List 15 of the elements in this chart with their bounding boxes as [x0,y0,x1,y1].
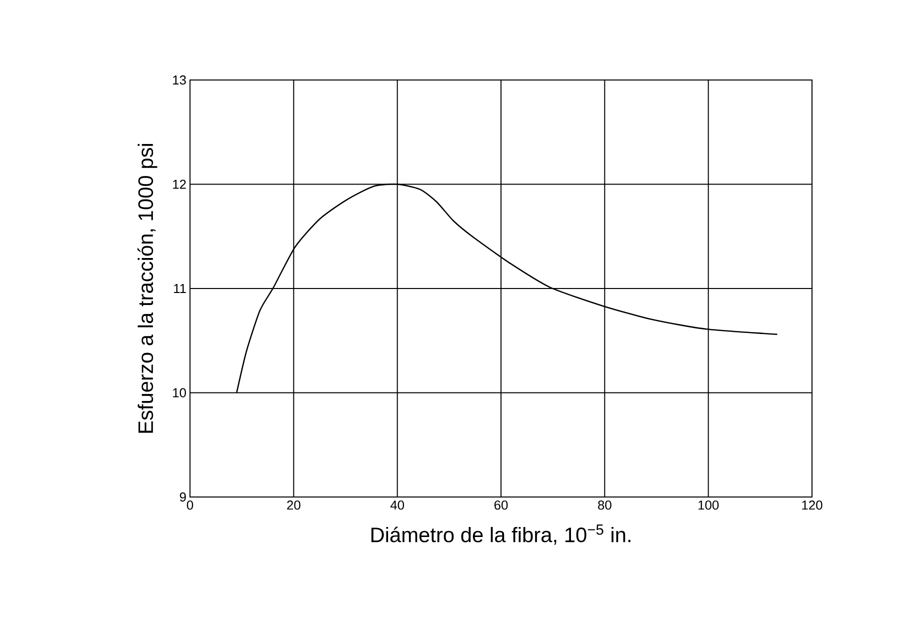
y-tick-label: 9 [180,492,186,502]
x-tick-label: 20 [287,500,300,510]
line-series [236,184,778,394]
x-tick-label: 120 [802,500,822,510]
y-tick-label: 13 [173,75,186,85]
x-tick-label: 80 [598,500,612,510]
y-axis-title: Esfuerzo a la tracción, 1000 psi [137,144,158,433]
x-tick-label: 60 [494,500,508,510]
x-tick-label: 100 [698,500,719,510]
x-tick-label: 40 [390,500,404,510]
y-tick-label: 12 [173,180,186,189]
y-tick-label: 10 [173,388,186,398]
x-tick-label: 0 [186,500,194,510]
y-tick-label: 11 [174,284,186,293]
x-axis-title: Diámetro de la fibra, 10$^{−5}$ in. [371,524,630,545]
